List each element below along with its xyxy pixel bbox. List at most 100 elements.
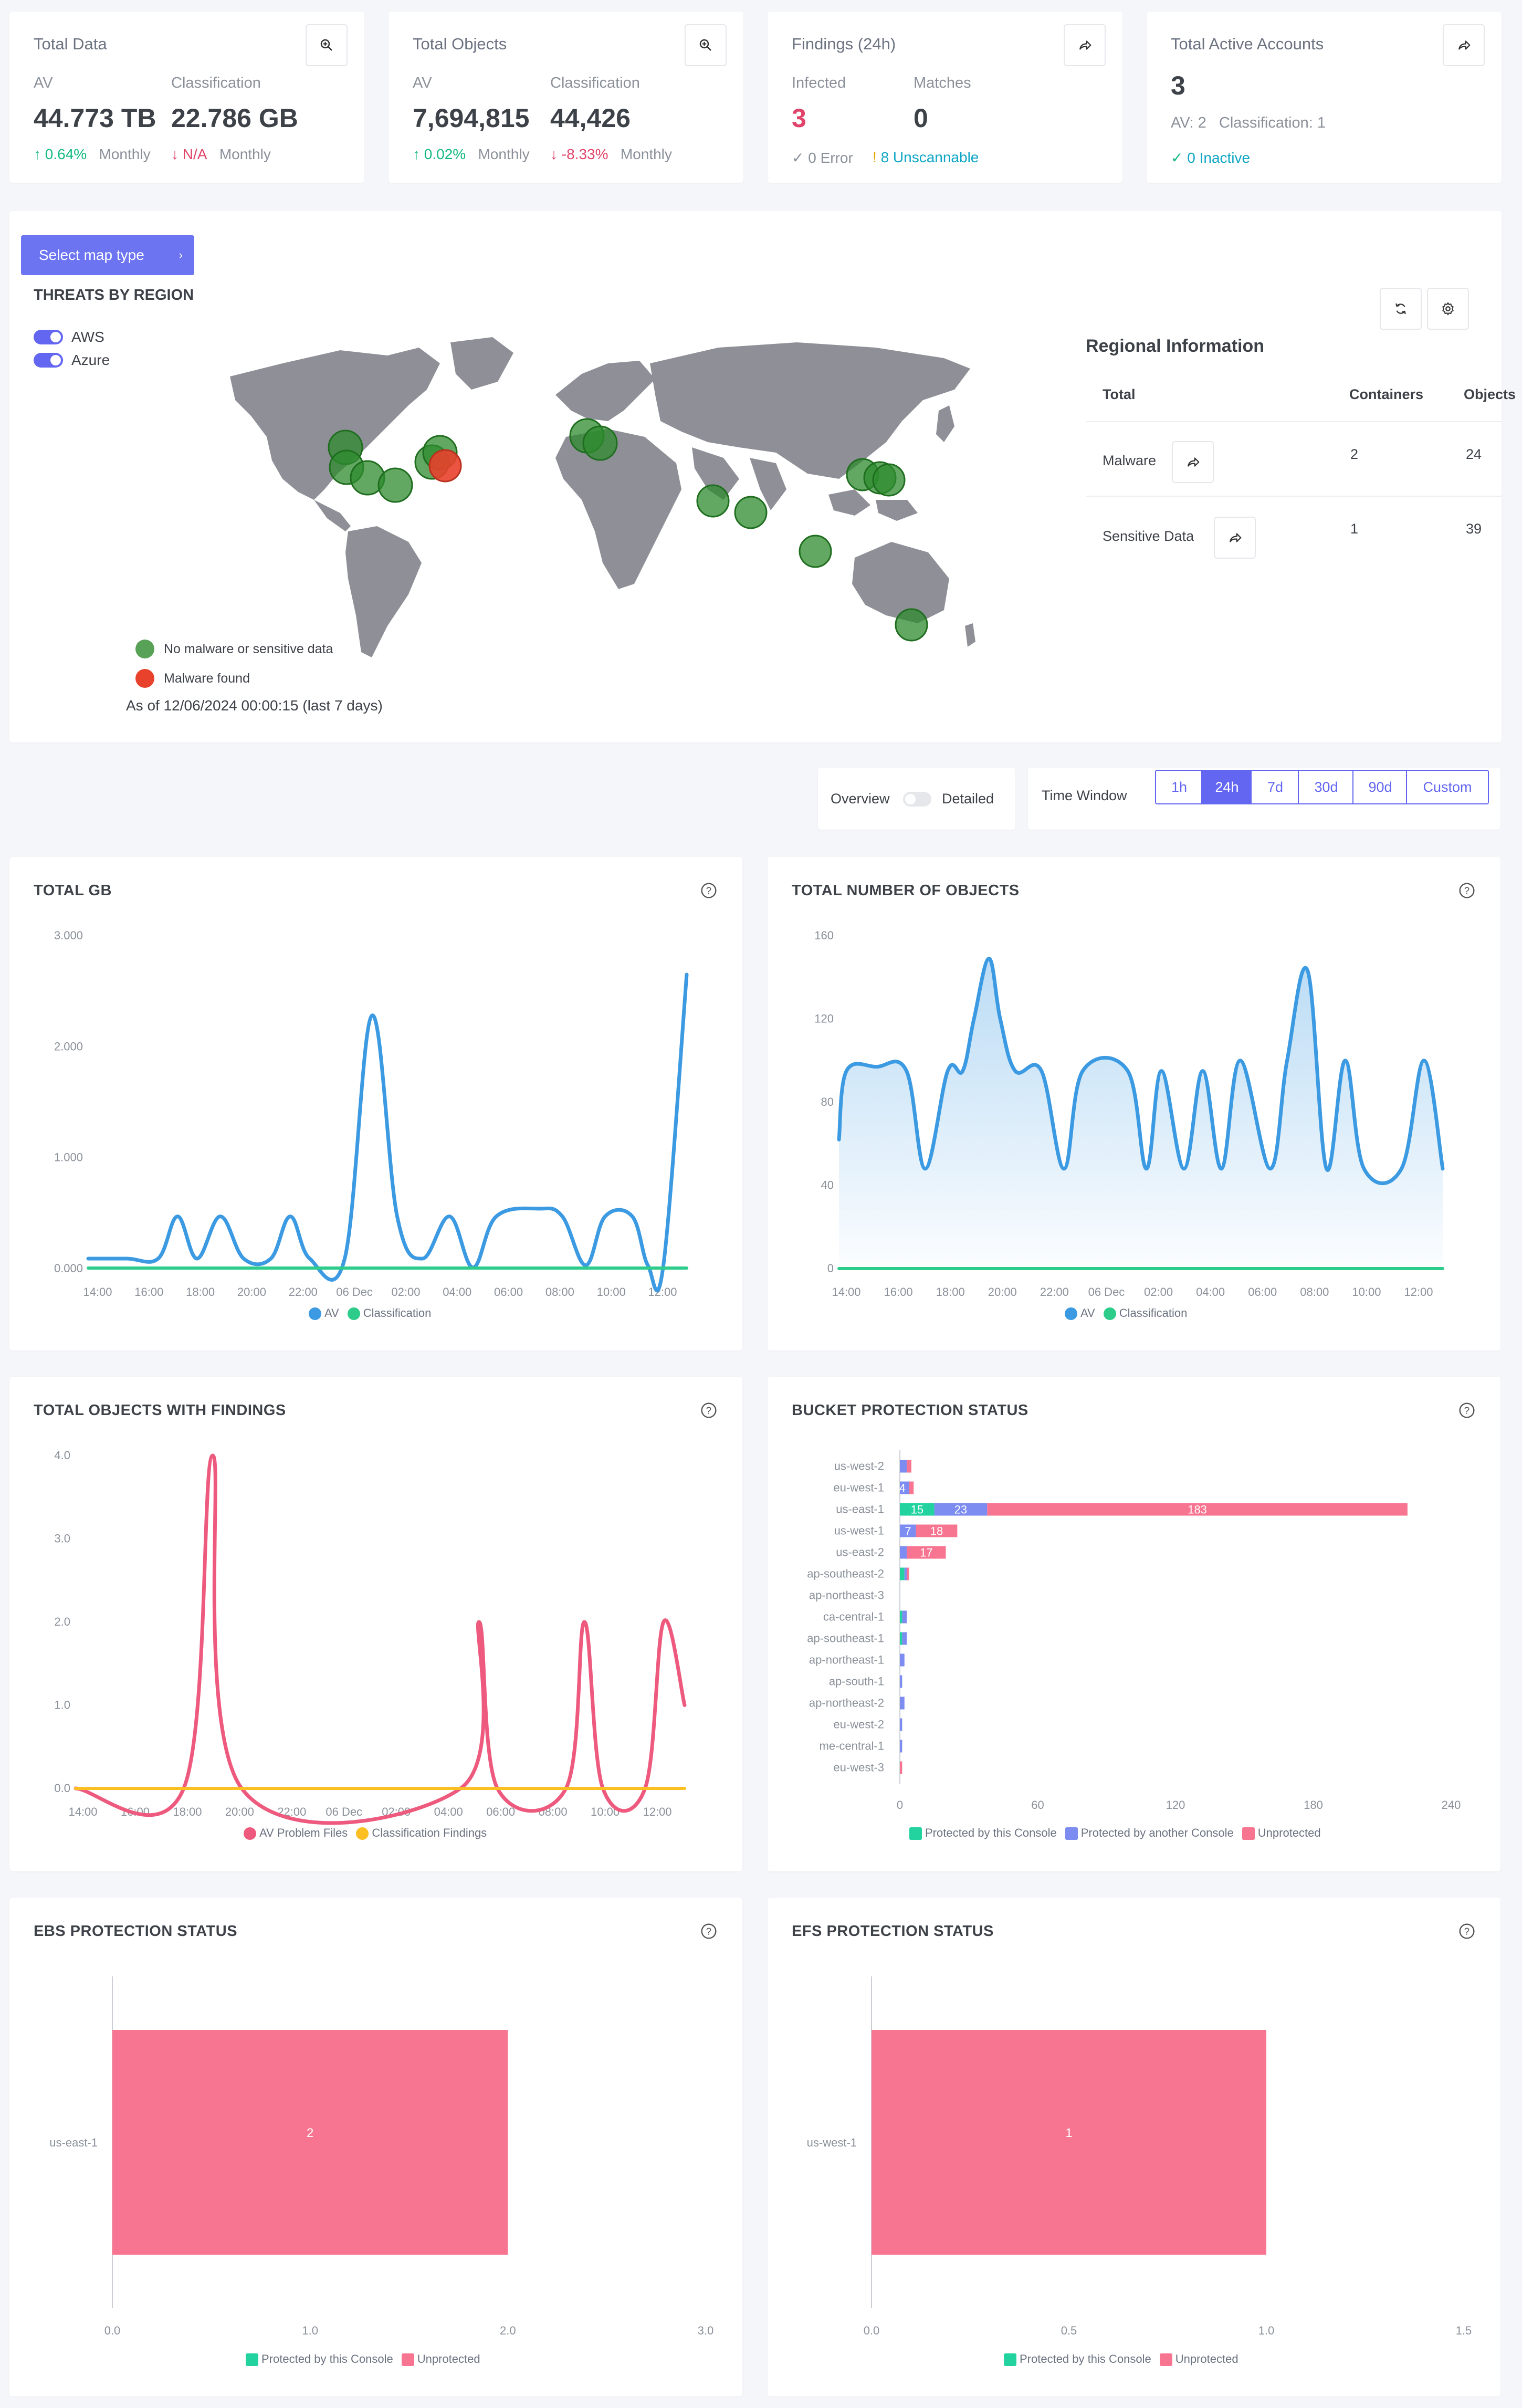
zoom-button[interactable] xyxy=(685,24,727,66)
select-map-type-button[interactable]: Select map type › xyxy=(21,235,194,275)
svg-text:?: ? xyxy=(706,1405,711,1416)
zoom-button[interactable] xyxy=(306,24,348,66)
category-label: ap-northeast-2 xyxy=(809,1697,884,1710)
refresh-button[interactable] xyxy=(1380,288,1422,330)
share-button[interactable] xyxy=(1443,24,1485,66)
time-window-30d[interactable]: 30d xyxy=(1298,770,1355,804)
help-icon[interactable]: ? xyxy=(700,882,717,899)
legend-item-classification-findings[interactable]: Classification Findings xyxy=(356,1826,487,1840)
y-tick-label: 2.0 xyxy=(54,1615,70,1628)
check-icon: ✓ xyxy=(1171,150,1188,166)
efs-protection-card: EFS PROTECTION STATUS ? 1 us-west-1 0.0 0.5… xyxy=(768,1898,1500,2396)
legend-item-av[interactable]: AV xyxy=(1065,1306,1095,1321)
regional-row-containers: 2 xyxy=(1350,446,1359,462)
x-tick-label: 02:00 xyxy=(1144,1285,1173,1299)
bar-segment xyxy=(907,1546,946,1559)
legend-item-protected[interactable]: Protected by this Console xyxy=(909,1826,1057,1840)
x-tick-label: 06 Dec xyxy=(1088,1285,1125,1299)
y-tick-label: 40 xyxy=(821,1179,834,1192)
objects-with-findings-card: TOTAL OBJECTS WITH FINDINGS ? 4.0 3.0 2.0 1… xyxy=(9,1377,742,1871)
inactive-link[interactable]: 0 Inactive xyxy=(1187,150,1251,166)
region-marker-ok[interactable] xyxy=(582,425,618,461)
legend-item-label: Unprotected xyxy=(1257,1826,1321,1839)
bucket-protection-chart: us-west-2 eu-west-1 4 us-east-1 15 23 183 us-we… xyxy=(807,1450,1461,1812)
share-arrow-icon xyxy=(1188,457,1200,467)
legend-item-protected[interactable]: Protected by this Console xyxy=(1004,2352,1151,2367)
help-icon[interactable]: ? xyxy=(1458,882,1475,899)
stat-sub-av: AV xyxy=(34,75,53,91)
help-icon[interactable]: ? xyxy=(1458,1923,1475,1940)
stat-value-accounts: 3 xyxy=(1171,71,1185,100)
time-window-90d[interactable]: 90d xyxy=(1352,770,1408,804)
chart-title: TOTAL OBJECTS WITH FINDINGS xyxy=(34,1402,286,1419)
category-label: ap-northeast-1 xyxy=(809,1653,884,1667)
y-tick-label: 160 xyxy=(814,929,834,942)
time-window-24h[interactable]: 24h xyxy=(1201,770,1253,804)
aws-toggle[interactable] xyxy=(34,330,63,344)
legend-item-protected[interactable]: Protected by this Console xyxy=(246,2352,393,2367)
x-tick-label: 0.0 xyxy=(864,2324,880,2337)
legend-item-classification[interactable]: Classification xyxy=(347,1306,431,1321)
bar-segment xyxy=(900,1632,902,1645)
azure-toggle[interactable] xyxy=(34,353,63,368)
x-tick-label: 06 Dec xyxy=(326,1805,362,1818)
chevron-right-icon: › xyxy=(179,248,183,261)
trend-av: 0.64% xyxy=(45,146,87,162)
legend-item-label: AV xyxy=(1080,1306,1095,1320)
help-icon[interactable]: ? xyxy=(1458,1402,1475,1419)
check-icon: ✓ xyxy=(792,150,809,166)
bar-segment xyxy=(900,1524,916,1537)
unscannable-link[interactable]: 8 Unscannable xyxy=(880,149,979,165)
stat-title: Findings (24h) xyxy=(792,35,896,53)
legend-item-av-problem-files[interactable]: AV Problem Files xyxy=(244,1826,348,1840)
view-mode-toggle[interactable] xyxy=(903,792,931,807)
legend-item-unprotected[interactable]: Unprotected xyxy=(1242,1826,1321,1840)
chart-title: BUCKET PROTECTION STATUS xyxy=(792,1402,1028,1419)
time-window-custom[interactable]: Custom xyxy=(1406,770,1489,804)
category-label: us-east-1 xyxy=(836,1503,884,1516)
x-tick-label: 1.5 xyxy=(1456,2324,1472,2337)
legend-item-classification[interactable]: Classification xyxy=(1103,1306,1187,1321)
legend-item-av[interactable]: AV xyxy=(309,1306,339,1321)
stat-sub-infected: Infected xyxy=(792,75,846,91)
share-button[interactable] xyxy=(1064,24,1106,66)
region-marker-ok[interactable] xyxy=(799,535,832,568)
zoom-in-icon xyxy=(320,39,332,51)
region-marker-ok[interactable] xyxy=(696,484,730,518)
legend-item-label: Protected by this Console xyxy=(925,1826,1057,1839)
settings-button[interactable] xyxy=(1427,288,1469,330)
x-tick-label: 12:00 xyxy=(648,1285,677,1299)
x-tick-label: 06:00 xyxy=(1248,1285,1277,1299)
region-marker-malware[interactable] xyxy=(428,449,462,483)
help-icon[interactable]: ? xyxy=(700,1923,717,1940)
region-marker-ok[interactable] xyxy=(377,467,413,503)
x-tick-label: 18:00 xyxy=(173,1805,202,1818)
help-icon[interactable]: ? xyxy=(700,1402,717,1419)
time-window-7d[interactable]: 7d xyxy=(1251,770,1300,804)
time-window-1h[interactable]: 1h xyxy=(1155,770,1203,804)
y-tick-label: 120 xyxy=(814,1012,834,1025)
total-objects-chart: 160 120 80 40 0 14:00 16:00 18:00 20:00 22:00 06 D… xyxy=(814,929,1445,1299)
region-marker-ok[interactable] xyxy=(872,463,906,497)
x-tick-label: 20:00 xyxy=(237,1285,266,1299)
bar-value-label: 4 xyxy=(899,1482,906,1495)
bar-value-label: 1 xyxy=(1065,2126,1072,2140)
map-title: THREATS BY REGION xyxy=(34,287,194,303)
legend-item-another[interactable]: Protected by another Console xyxy=(1065,1826,1234,1840)
region-marker-ok[interactable] xyxy=(734,496,768,529)
y-tick-label: 4.0 xyxy=(54,1449,70,1462)
select-map-type-label: Select map type xyxy=(39,247,144,263)
stat-value-av: 44.773 TB xyxy=(34,103,156,133)
region-marker-ok[interactable] xyxy=(895,608,928,642)
malware-share-button[interactable] xyxy=(1172,441,1214,483)
svg-text:?: ? xyxy=(1464,885,1469,896)
regional-row-objects: 24 xyxy=(1466,446,1482,462)
sensitive-data-share-button[interactable] xyxy=(1214,517,1256,559)
legend-item-unprotected[interactable]: Unprotected xyxy=(1159,2352,1238,2367)
svg-text:?: ? xyxy=(706,1926,711,1937)
chart-legend: Protected by this Console Unprotected xyxy=(1004,2352,1238,2367)
stat-sub-classification: Classification xyxy=(171,75,261,91)
legend-item-unprotected[interactable]: Unprotected xyxy=(401,2352,480,2367)
legend-item-label: Classification Findings xyxy=(372,1826,487,1839)
map-as-of: As of 12/06/2024 00:00:15 (last 7 days) xyxy=(126,697,383,714)
